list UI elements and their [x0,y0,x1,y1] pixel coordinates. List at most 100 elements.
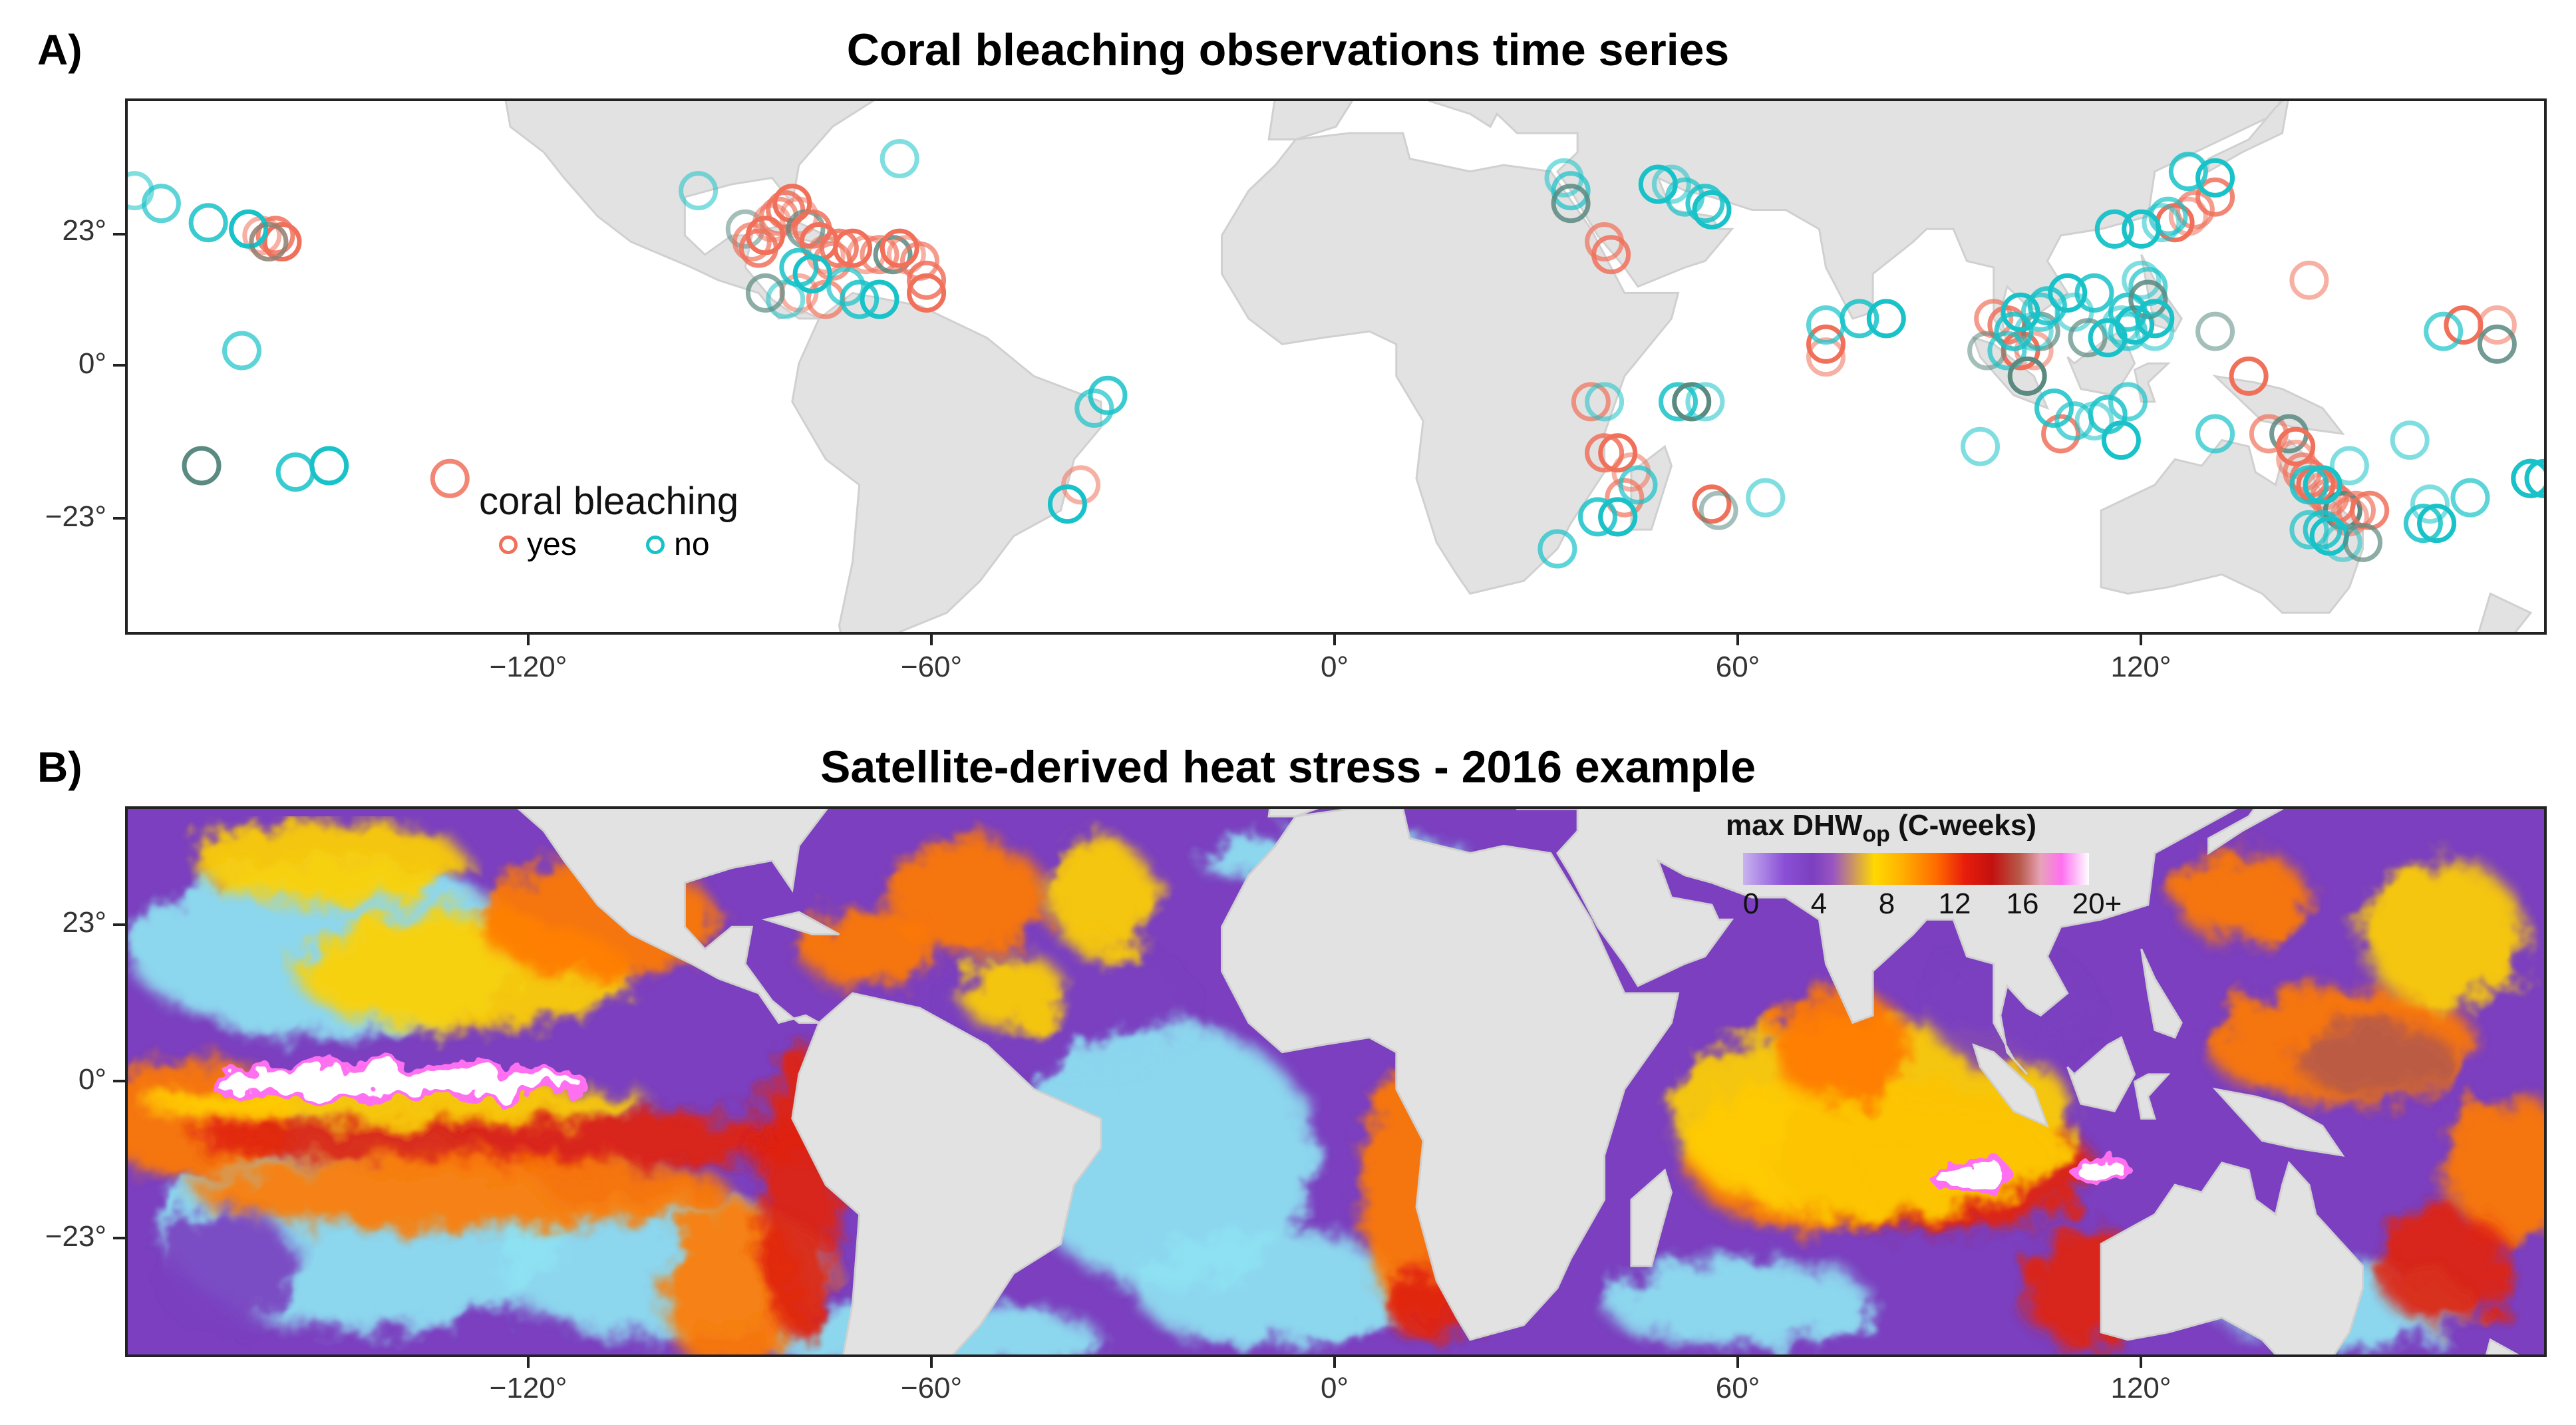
ytick-mark [113,923,125,926]
bleaching-point-no [2108,382,2148,422]
bleaching-point-no [2007,356,2047,396]
dhw-colorbar: max DHWop (C-weeks) 0 4 8 12 16 20+ [1716,809,2142,923]
land-nz [2485,1338,2519,1354]
bleaching-point-no [2289,465,2329,505]
xtick-mark [1736,1356,1739,1368]
bleaching-point-no [2048,273,2088,313]
bleaching-point-no [2034,389,2074,428]
bleaching-point-no [2329,446,2369,486]
bleaching-point-no [2094,209,2134,249]
land-sulawesi [2133,362,2171,403]
bleaching-point-no [2195,311,2235,351]
bleaching-point-no [1578,497,1617,537]
panel-a-ytick-23: 23° [62,214,106,247]
ytick-mark [113,233,125,236]
heat-region [2175,853,2309,942]
bleaching-point-no [222,331,261,371]
panel-a-ytick-minus23: −23° [45,500,106,533]
bleaching-point-no [1047,484,1087,524]
bleaching-point-no [1685,184,1725,224]
land-sulawesi [2133,1073,2171,1120]
bleaching-legend: coral bleaching yes no [479,479,756,563]
bleaching-point-yes [1591,235,1631,275]
heat-region [161,1207,296,1325]
panel-b-letter: B) [37,743,82,791]
bleaching-point-no [229,209,269,249]
colorbar-labels: 0 4 8 12 16 20+ [1716,887,2142,923]
bleaching-point-no [188,203,228,243]
heat-region [1604,1258,1873,1347]
bleaching-point-no [2195,158,2235,198]
bleaching-point-no [141,184,181,224]
bleaching-point-yes [2168,196,2208,236]
bleaching-point-no [766,279,806,319]
land-new-guinea [2212,1087,2345,1157]
panel-b-xtick-60: 60° [1715,1372,1760,1404]
bleaching-point-no [1551,171,1591,211]
bleaching-point-yes [2289,260,2329,300]
bleaching-point-no [1537,529,1577,569]
xtick-mark [2140,633,2142,645]
land-australia [2100,1160,2364,1354]
panel-b-svg [128,809,2544,1354]
bleaching-point-no [1692,190,1732,230]
ytick-mark [113,1237,125,1239]
xtick-mark [930,1356,933,1368]
bleaching-point-no [792,254,832,294]
bleaching-point-yes [819,228,859,268]
bleaching-point-no [275,452,315,492]
bleaching-point-no [309,446,349,486]
colorbar-label: 12 [1938,887,1971,920]
bleaching-point-no [2122,260,2162,300]
land-cuba [761,911,840,935]
land-nz [2478,592,2533,632]
heat-region [1020,1023,1316,1289]
bleaching-point-no [880,139,919,178]
colorbar-title-suffix: (C-weeks) [1898,809,2036,842]
bleaching-point-yes [1806,324,1846,364]
bleaching-point-yes [880,228,919,268]
heat-region [2362,860,2524,1009]
bleaching-point-no [840,279,880,319]
bleaching-point-no [1551,184,1591,224]
panel-a-xtick-60: 60° [1715,651,1760,683]
land-borneo [2066,1036,2136,1113]
land-madagascar [1630,1168,1673,1267]
land-japan [2207,809,2284,856]
panel-a-letter: A) [37,26,82,74]
legend-title: coral bleaching [479,480,739,523]
bleaching-point-no [2142,203,2181,243]
land-north-america [517,809,828,1025]
panel-b-xtick-m120: −120° [489,1372,567,1404]
land-philippines [2140,948,2183,1039]
heat-hotspot [2071,1152,2131,1188]
panel-b-xtick-120: 120° [2110,1372,2172,1404]
panel-a-title: Coral bleaching observations time series [846,25,1730,75]
panel-a-xtick-m120: −120° [489,651,567,683]
bleaching-point-no [2343,522,2383,562]
colorbar-gradient [1743,852,2089,885]
bleaching-point-no [826,267,866,307]
heat-region [2443,1096,2544,1244]
colorbar-label: 4 [1810,887,1828,920]
bleaching-point-no [1585,382,1625,422]
xtick-mark [1333,1356,1336,1368]
colorbar-label: 8 [1878,887,1895,920]
bleaching-point-yes [1605,478,1645,518]
panel-a-xtick-0: 0° [1320,651,1349,683]
land-south-america [791,992,1102,1354]
bleaching-point-no [2303,510,2342,550]
heat-region [194,816,464,905]
bleaching-point-no [2101,420,2141,460]
heat-region [1134,1229,1403,1347]
bleaching-point-no [860,279,899,319]
xtick-mark [2140,1356,2142,1368]
ytick-mark [113,364,125,367]
bleaching-point-yes [1571,382,1611,422]
bleaching-point-yes [2175,190,2215,230]
bleaching-point-no [2054,401,2094,441]
bleaching-point-no [1967,331,2007,371]
bleaching-point-no [2403,504,2443,544]
bleaching-point-yes [262,222,302,261]
bleaching-point-no [2068,318,2108,358]
